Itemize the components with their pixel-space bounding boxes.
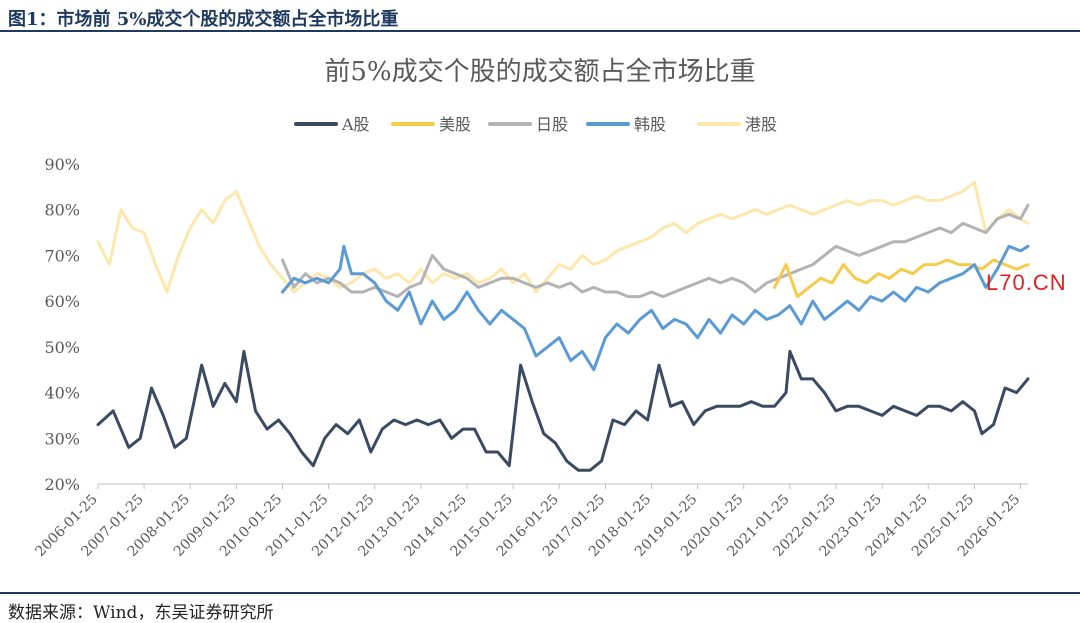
- y-tick-label: 70%: [44, 246, 80, 265]
- series-line-1: [773, 258, 1030, 299]
- y-tick-label: 60%: [44, 292, 80, 311]
- plot-series: [96, 180, 1030, 472]
- series-line-2: [281, 203, 1030, 299]
- x-axis: 2006-01-252007-01-252008-01-252009-01-25…: [32, 483, 1028, 560]
- y-tick-label: 80%: [44, 201, 80, 220]
- legend-label: 美股: [439, 115, 471, 134]
- header-rule: [0, 30, 1080, 32]
- figure-label: 图1：市场前 5%成交个股的成交额占全市场比重: [8, 9, 399, 30]
- y-tick-label: 50%: [44, 338, 80, 357]
- line-chart: 前5%成交个股的成交额占全市场比重 A股 美股 日股 韩股 港股 20% 30% 40% 50…: [32, 57, 1030, 560]
- legend-label: A股: [341, 115, 370, 134]
- y-tick-label: 90%: [44, 155, 80, 174]
- figure-header: 图1：市场前 5%成交个股的成交额占全市场比重: [0, 0, 1080, 32]
- y-tick-label: 40%: [44, 384, 80, 403]
- y-axis: 20% 30% 40% 50% 60% 70% 80% 90%: [44, 155, 80, 494]
- y-tick-label: 20%: [44, 475, 80, 494]
- series-line-3: [281, 244, 1030, 372]
- legend-label: 韩股: [634, 115, 666, 134]
- series-line-4: [96, 180, 1030, 294]
- chart-title: 前5%成交个股的成交额占全市场比重: [324, 57, 755, 87]
- y-tick-label: 30%: [44, 429, 80, 448]
- legend-label: 港股: [745, 115, 777, 134]
- source-note: 数据来源：Wind，东吴证券研究所: [8, 603, 274, 623]
- legend-label: 日股: [536, 115, 568, 134]
- watermark-text: L70.CN: [986, 270, 1067, 295]
- footer-rule: [0, 592, 1080, 594]
- chart-legend: A股 美股 日股 韩股 港股: [294, 115, 777, 134]
- series-line-0: [96, 349, 1030, 472]
